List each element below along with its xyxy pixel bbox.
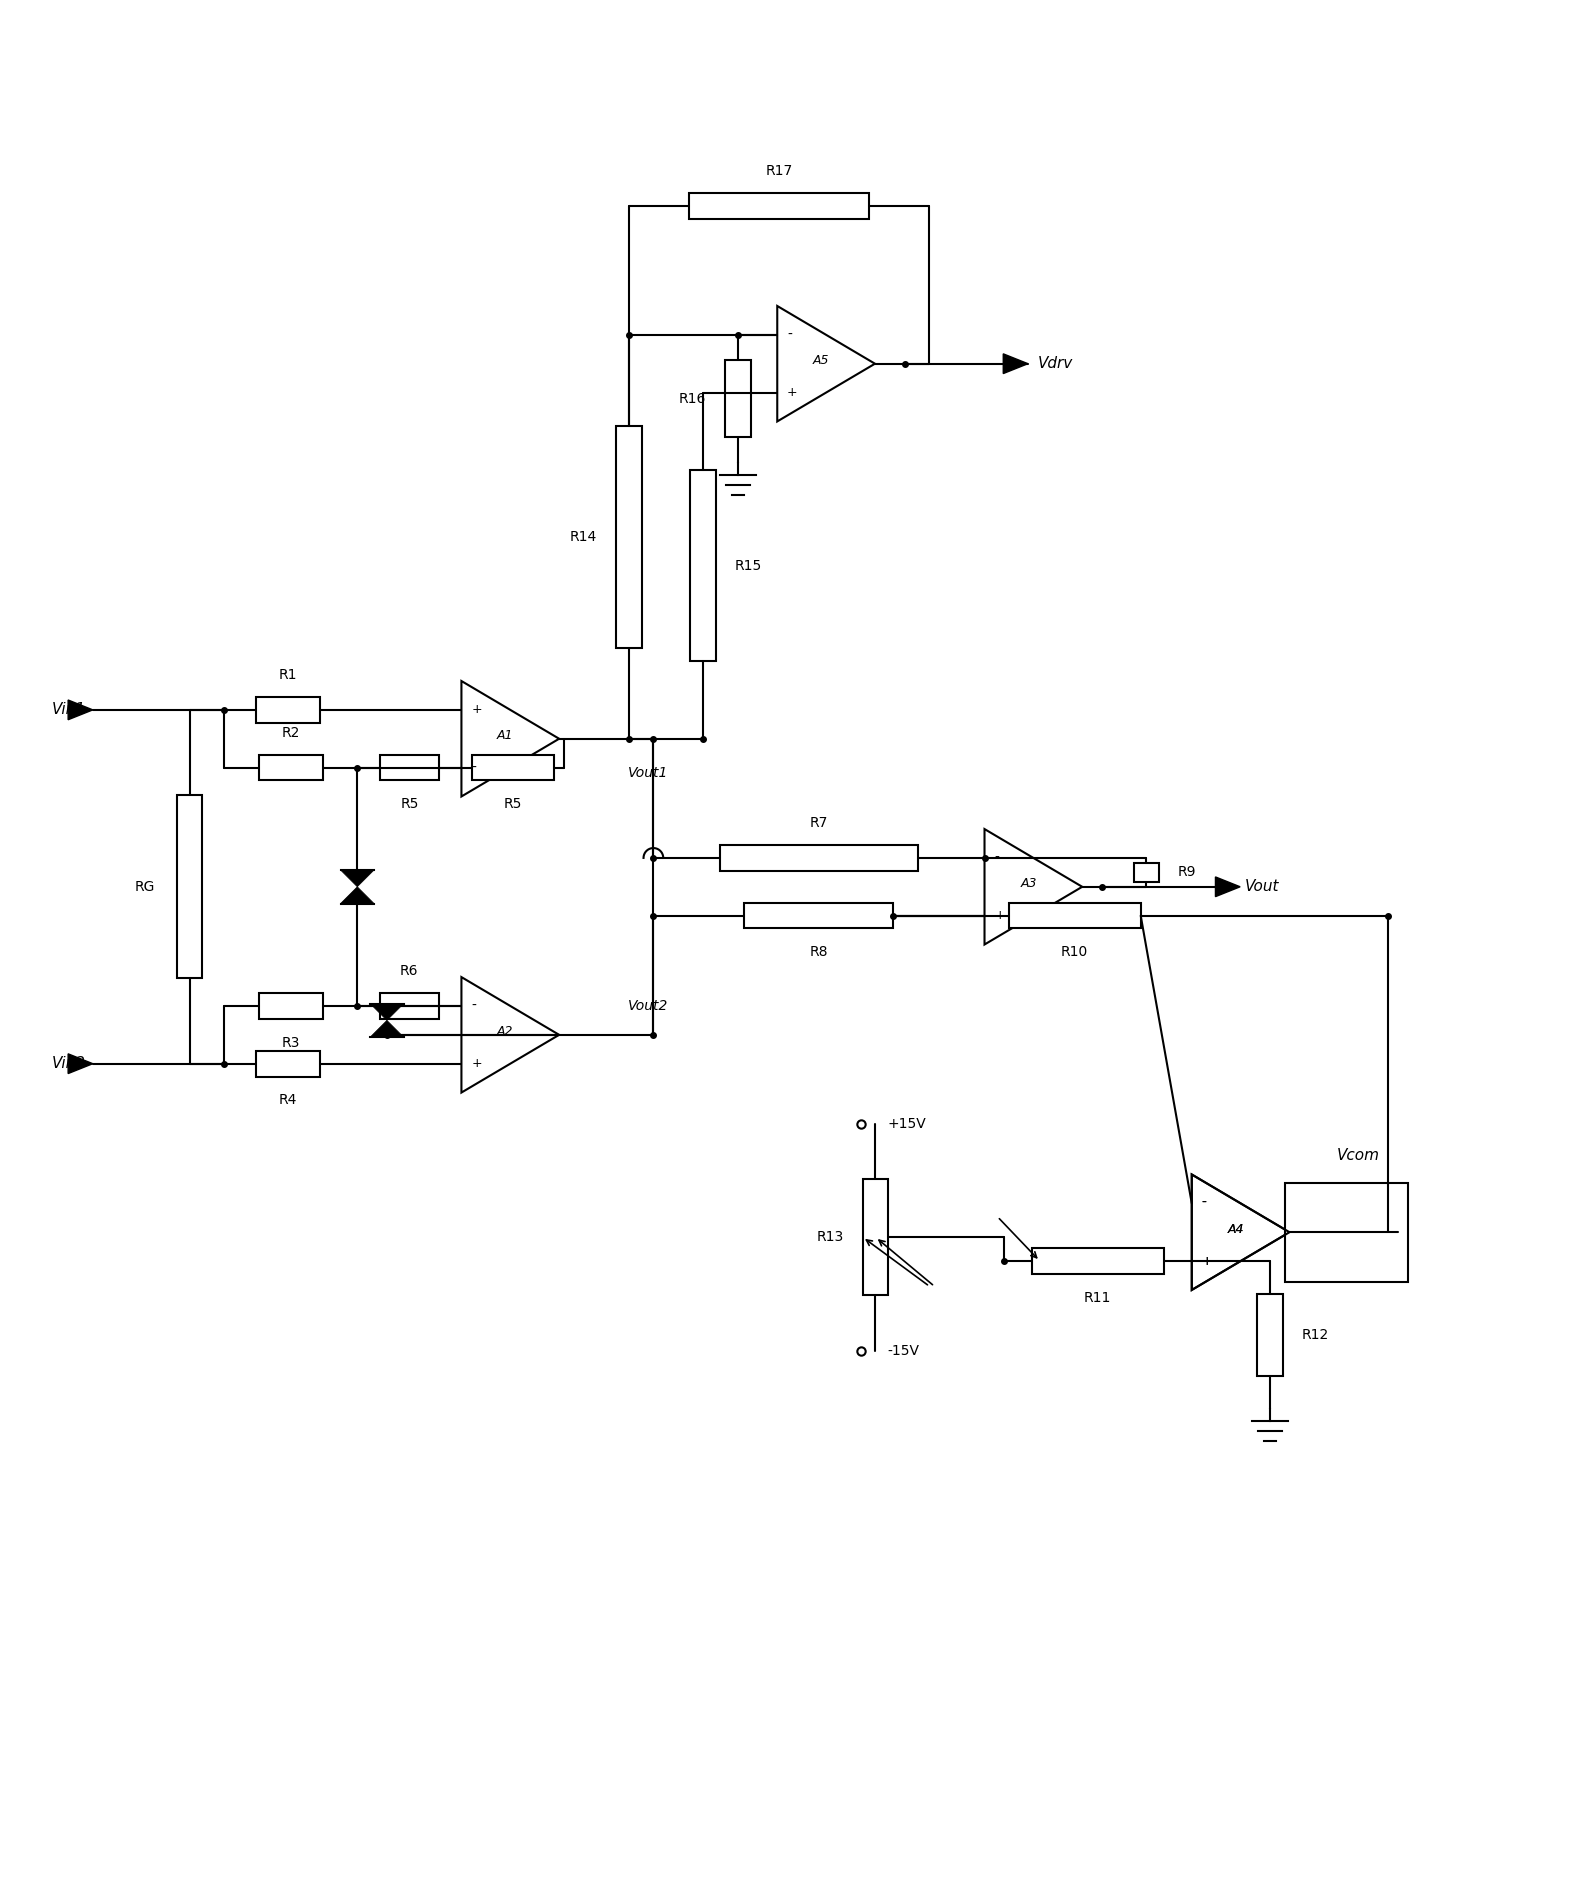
FancyBboxPatch shape: [1008, 902, 1141, 929]
Text: Vcom: Vcom: [1337, 1148, 1380, 1164]
Text: Vout2: Vout2: [628, 999, 669, 1012]
Text: R14: R14: [570, 530, 597, 543]
Text: -: -: [1201, 1196, 1206, 1211]
Text: R12: R12: [1301, 1328, 1329, 1341]
Text: Vout: Vout: [1246, 880, 1279, 895]
Text: R7: R7: [809, 815, 828, 831]
Text: Vin1: Vin1: [53, 702, 86, 717]
Polygon shape: [370, 1003, 403, 1020]
Text: -: -: [472, 999, 476, 1012]
Text: R5: R5: [400, 797, 419, 812]
Text: R11: R11: [1085, 1290, 1112, 1305]
Text: -: -: [472, 761, 476, 774]
Text: A4: A4: [1228, 1222, 1244, 1235]
Text: R8: R8: [809, 946, 828, 959]
Text: +: +: [472, 1058, 483, 1071]
Text: R15: R15: [734, 558, 761, 573]
Text: A4: A4: [1228, 1222, 1244, 1235]
Text: R4: R4: [279, 1094, 298, 1107]
Text: R3: R3: [282, 1035, 299, 1050]
Text: RG: RG: [135, 880, 155, 893]
FancyBboxPatch shape: [256, 1050, 320, 1077]
Text: R1: R1: [279, 668, 298, 683]
Text: R16: R16: [679, 392, 706, 407]
FancyBboxPatch shape: [258, 755, 323, 780]
Text: +: +: [787, 386, 798, 399]
Text: +: +: [1201, 1254, 1212, 1268]
Text: Vout1: Vout1: [628, 766, 669, 780]
Text: R17: R17: [765, 165, 793, 178]
Text: R2: R2: [282, 727, 299, 740]
Text: Vdrv: Vdrv: [1037, 356, 1074, 371]
Text: A5: A5: [812, 354, 830, 367]
FancyBboxPatch shape: [690, 471, 715, 660]
FancyBboxPatch shape: [688, 193, 870, 219]
Text: A2: A2: [497, 1025, 513, 1039]
Text: -: -: [994, 851, 999, 865]
FancyBboxPatch shape: [616, 426, 642, 647]
Text: +: +: [472, 704, 483, 717]
Text: R5: R5: [503, 797, 523, 812]
Text: -: -: [787, 327, 792, 342]
FancyBboxPatch shape: [725, 361, 750, 437]
Text: R10: R10: [1061, 946, 1088, 959]
Text: +: +: [994, 910, 1005, 921]
Text: R13: R13: [817, 1230, 844, 1245]
FancyBboxPatch shape: [177, 795, 202, 978]
Text: -: -: [1201, 1196, 1206, 1211]
Polygon shape: [341, 887, 374, 904]
FancyBboxPatch shape: [1032, 1249, 1163, 1273]
Polygon shape: [341, 870, 374, 887]
Polygon shape: [370, 1020, 403, 1037]
Polygon shape: [1215, 876, 1239, 897]
Text: +15V: +15V: [887, 1116, 926, 1131]
FancyBboxPatch shape: [379, 993, 440, 1018]
Text: A3: A3: [1020, 878, 1037, 891]
FancyBboxPatch shape: [472, 755, 554, 780]
Polygon shape: [1004, 354, 1027, 373]
Polygon shape: [68, 1054, 92, 1073]
Text: R9: R9: [1177, 865, 1196, 880]
Text: -15V: -15V: [887, 1343, 919, 1358]
Text: Vin2: Vin2: [53, 1056, 86, 1071]
FancyBboxPatch shape: [1134, 863, 1160, 882]
FancyBboxPatch shape: [256, 696, 320, 723]
FancyBboxPatch shape: [720, 846, 918, 870]
FancyBboxPatch shape: [863, 1179, 889, 1296]
FancyBboxPatch shape: [379, 755, 440, 780]
FancyBboxPatch shape: [1284, 1182, 1408, 1281]
Text: A1: A1: [497, 728, 513, 742]
Text: R6: R6: [400, 965, 419, 978]
FancyBboxPatch shape: [1257, 1294, 1282, 1375]
Text: +: +: [1201, 1254, 1212, 1268]
FancyBboxPatch shape: [258, 993, 323, 1018]
Polygon shape: [68, 700, 92, 719]
FancyBboxPatch shape: [744, 902, 894, 929]
